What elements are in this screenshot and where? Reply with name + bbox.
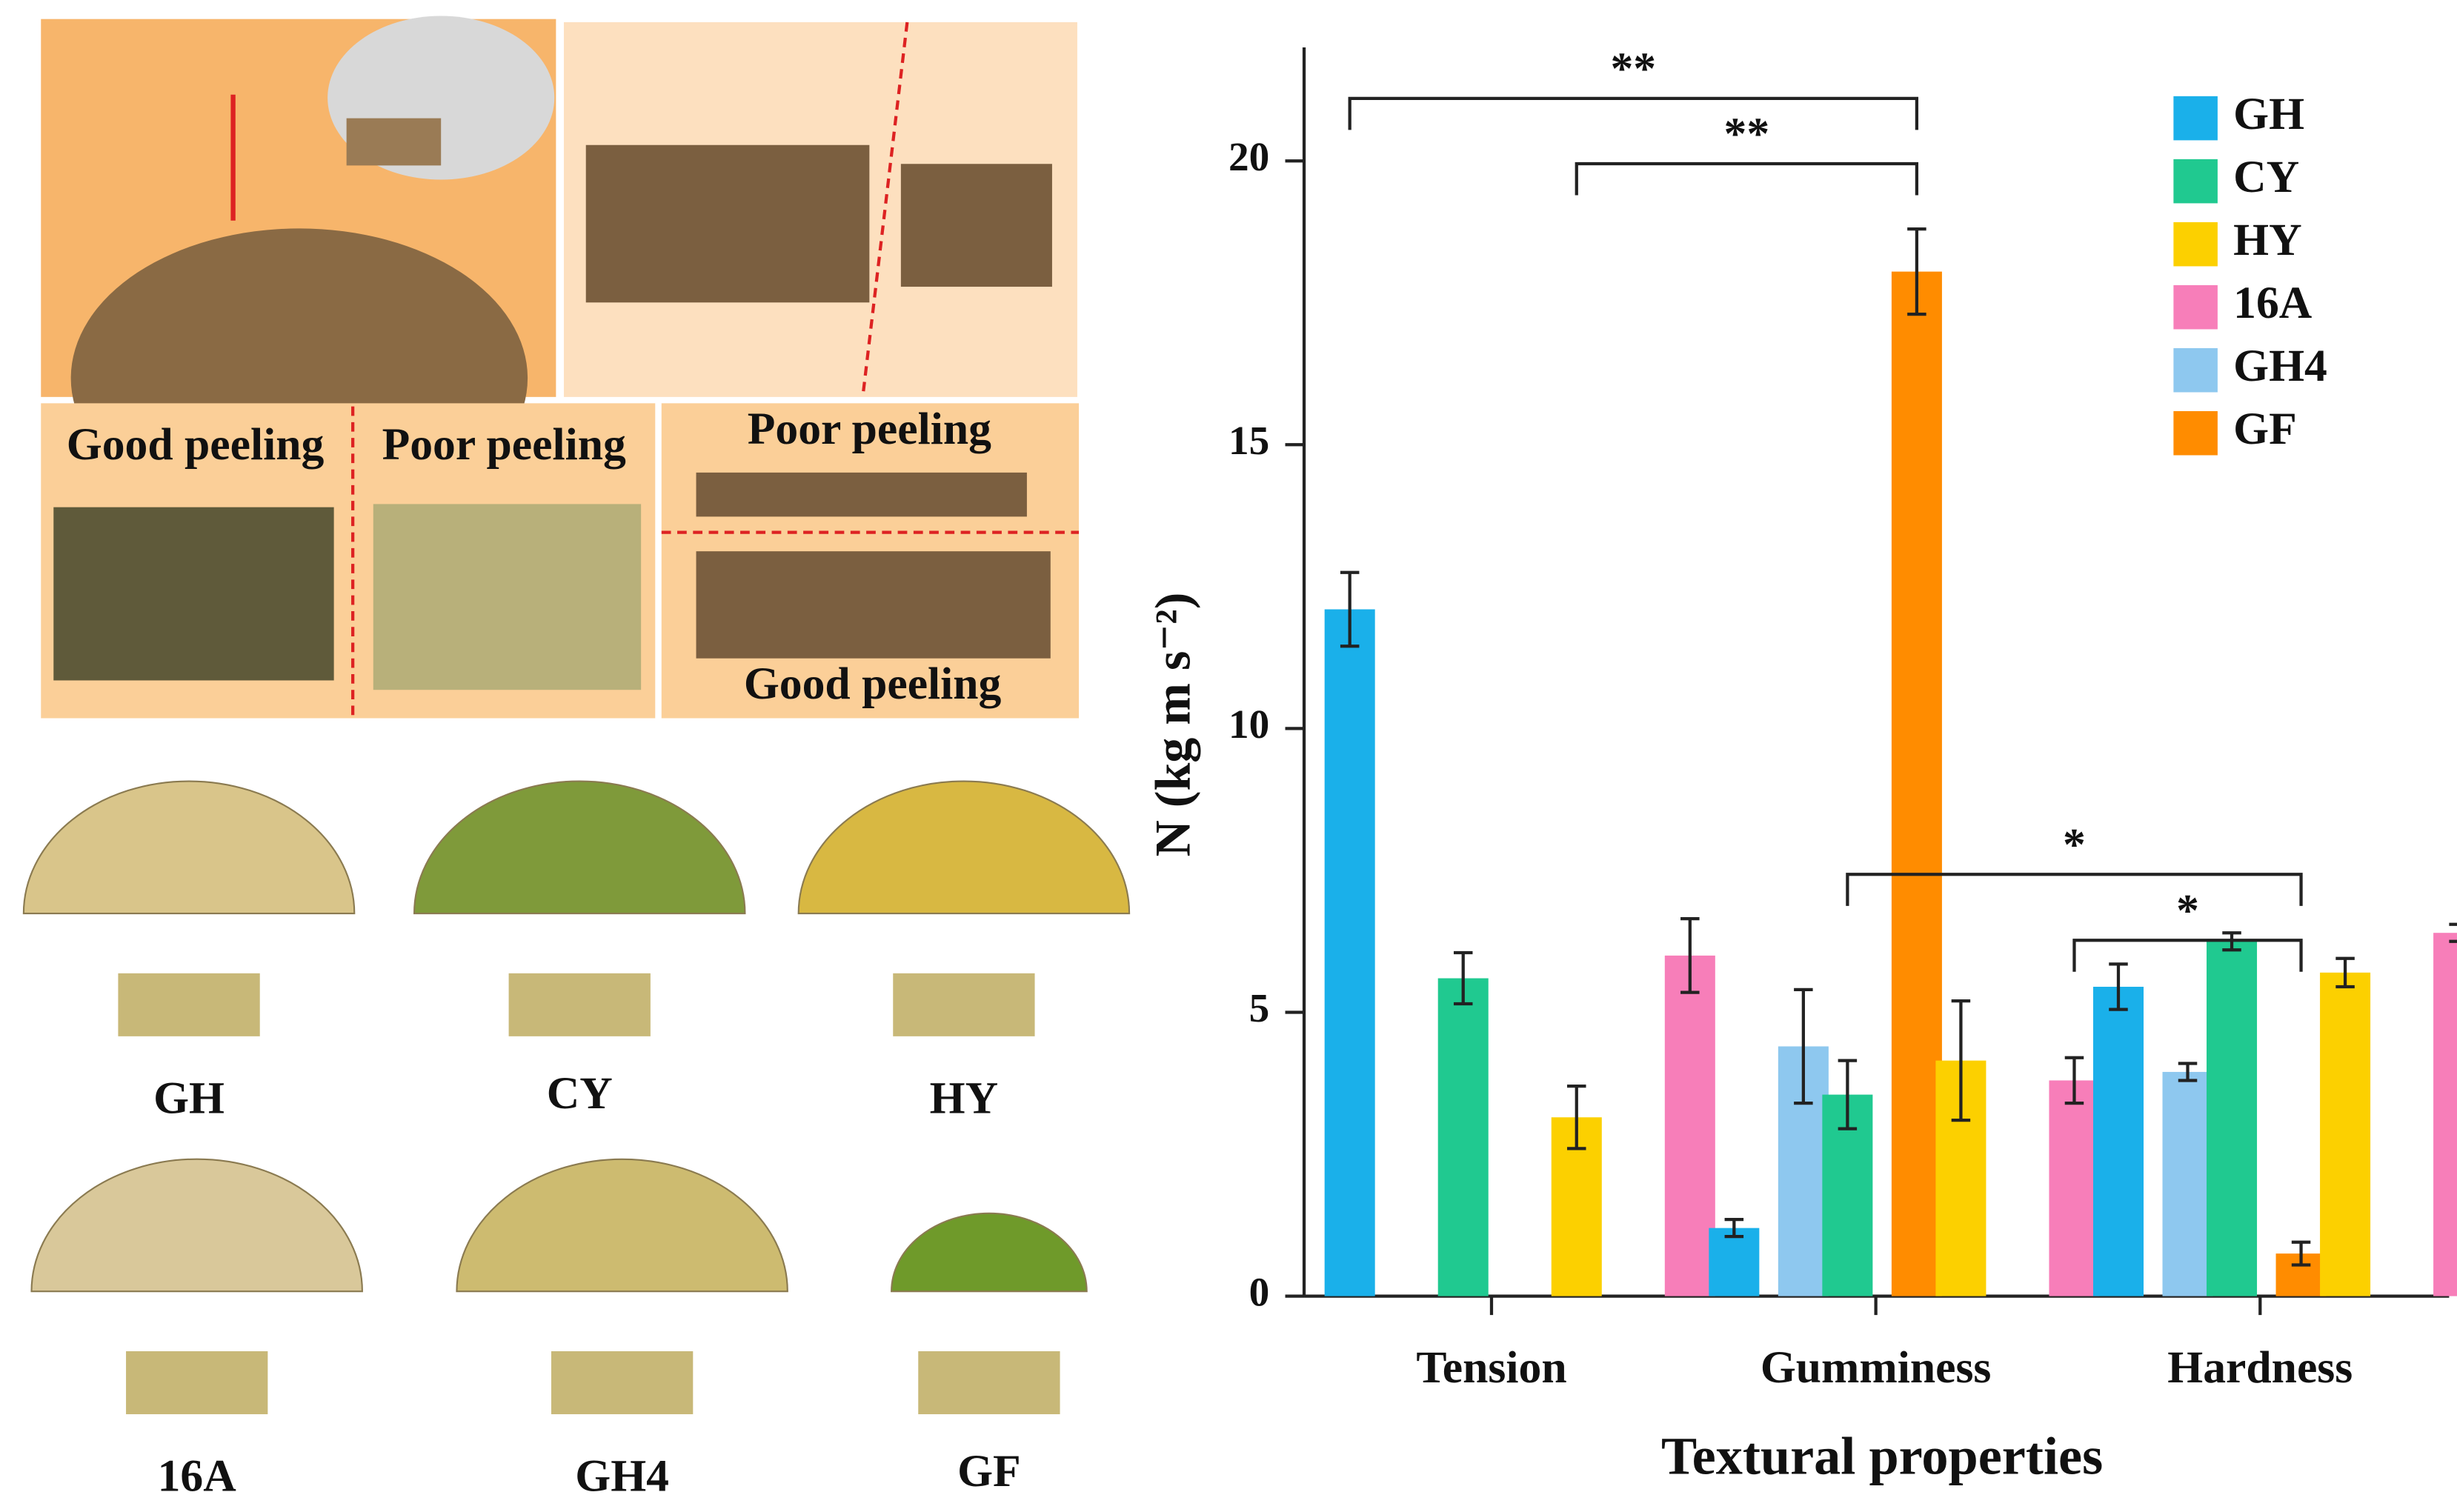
kiwi-photo: [30, 1158, 363, 1293]
cultivar-label: CY: [547, 1068, 613, 1119]
cultivar-label: GF: [957, 1446, 1021, 1496]
y-tick-label: 20: [1228, 134, 1269, 179]
bar: [2162, 1071, 2213, 1296]
legend-swatch: [2173, 347, 2218, 393]
y-tick-label: 10: [1228, 702, 1269, 747]
error-bar: [2449, 922, 2457, 943]
peel-photo: [118, 973, 260, 1036]
cultivar-label: HY: [930, 1073, 998, 1123]
legend-swatch: [2173, 159, 2218, 204]
legend-swatch: [2173, 96, 2218, 141]
legend-label: CY: [2233, 152, 2299, 202]
error-bar: [1838, 1059, 1858, 1130]
error-bar: [1907, 227, 1926, 316]
legend-label: GH: [2233, 89, 2304, 139]
kiwi-photo: [456, 1158, 788, 1293]
legend-swatch: [2173, 222, 2218, 267]
significance-label: **: [1610, 44, 1656, 94]
kiwi-slices: GH CY HY 16A GH4 GF: [22, 780, 1131, 1501]
bar: [1891, 271, 1942, 1296]
cultivar-label: 16A: [158, 1451, 237, 1501]
kiwi-photo: [22, 780, 356, 915]
significance-label: *: [2176, 885, 2199, 936]
bar: [1664, 955, 1715, 1296]
significance-bracket: [1575, 161, 1919, 196]
kiwi-photo: [891, 1212, 1088, 1293]
significance-bracket: [1348, 96, 1919, 130]
y-tick-label: 5: [1249, 985, 1270, 1030]
error-bar: [1680, 916, 1700, 994]
legend-label: GH4: [2233, 341, 2327, 391]
legend-label: 16A: [2233, 278, 2313, 328]
kiwi-photo: [413, 780, 746, 915]
error-bar: [1794, 988, 1813, 1105]
panel-label: Good peeling: [744, 659, 1002, 709]
significance-bracket: [1846, 873, 2303, 906]
peel-photo: [900, 164, 1052, 287]
bar: [1437, 978, 1489, 1296]
peel-photo: [893, 973, 1035, 1036]
panel-label: Poor peeling: [382, 419, 626, 470]
peel-photo: [53, 507, 334, 681]
error-bar: [2335, 956, 2355, 989]
peel-photo: [508, 973, 651, 1036]
legend-label: GF: [2233, 404, 2297, 454]
error-bar: [2178, 1062, 2198, 1082]
error-bar: [2291, 1240, 2311, 1267]
peel-photo: [373, 504, 642, 690]
significance-label: *: [2063, 819, 2086, 870]
peel-photo: [696, 472, 1027, 517]
error-bar: [2109, 962, 2128, 1011]
error-bar: [1567, 1084, 1586, 1150]
error-bar: [1340, 570, 1360, 648]
legend-swatch: [2173, 410, 2218, 456]
y-axis-title: N (kg m s⁻²): [1145, 593, 1201, 857]
panel-label: Poor peeling: [748, 404, 991, 454]
x-tick-label: Gumminess: [1761, 1342, 1992, 1393]
panel-label: Good peeling: [67, 419, 325, 470]
cultivar-label: GH4: [575, 1451, 669, 1501]
bar: [1324, 609, 1375, 1296]
x-axis-title: Textural properties: [1661, 1426, 2103, 1485]
kiwi-photo: [797, 780, 1131, 915]
y-tick-label: 0: [1249, 1269, 1270, 1314]
peel-photo: [918, 1351, 1060, 1415]
cultivar-label: GH: [153, 1073, 225, 1123]
peel-photo: [696, 551, 1051, 659]
x-tick-label: Hardness: [2167, 1342, 2353, 1393]
peel-photo: [346, 118, 442, 166]
y-tick-label: 15: [1228, 418, 1269, 463]
significance-bracket: [2072, 939, 2303, 972]
bar: [2092, 987, 2144, 1296]
error-bar: [1724, 1218, 1744, 1239]
bar: [1709, 1228, 1760, 1296]
error-bar: [1453, 950, 1473, 1006]
peel-photo: [585, 144, 870, 303]
photo-panels: Good peeling Poor peeling Poor peeling G…: [41, 16, 1080, 719]
peel-photo: [126, 1351, 268, 1415]
legend-swatch: [2173, 284, 2218, 330]
x-tick-label: Tension: [1416, 1342, 1566, 1393]
legend-label: HY: [2233, 215, 2301, 265]
bar: [2207, 941, 2258, 1296]
peel-photo: [551, 1351, 694, 1415]
bar: [2320, 972, 2371, 1296]
error-bar: [1951, 999, 1971, 1122]
bar: [2433, 933, 2457, 1296]
error-bar: [2064, 1056, 2084, 1105]
bar: [2049, 1080, 2100, 1296]
significance-label: **: [1724, 109, 1770, 159]
